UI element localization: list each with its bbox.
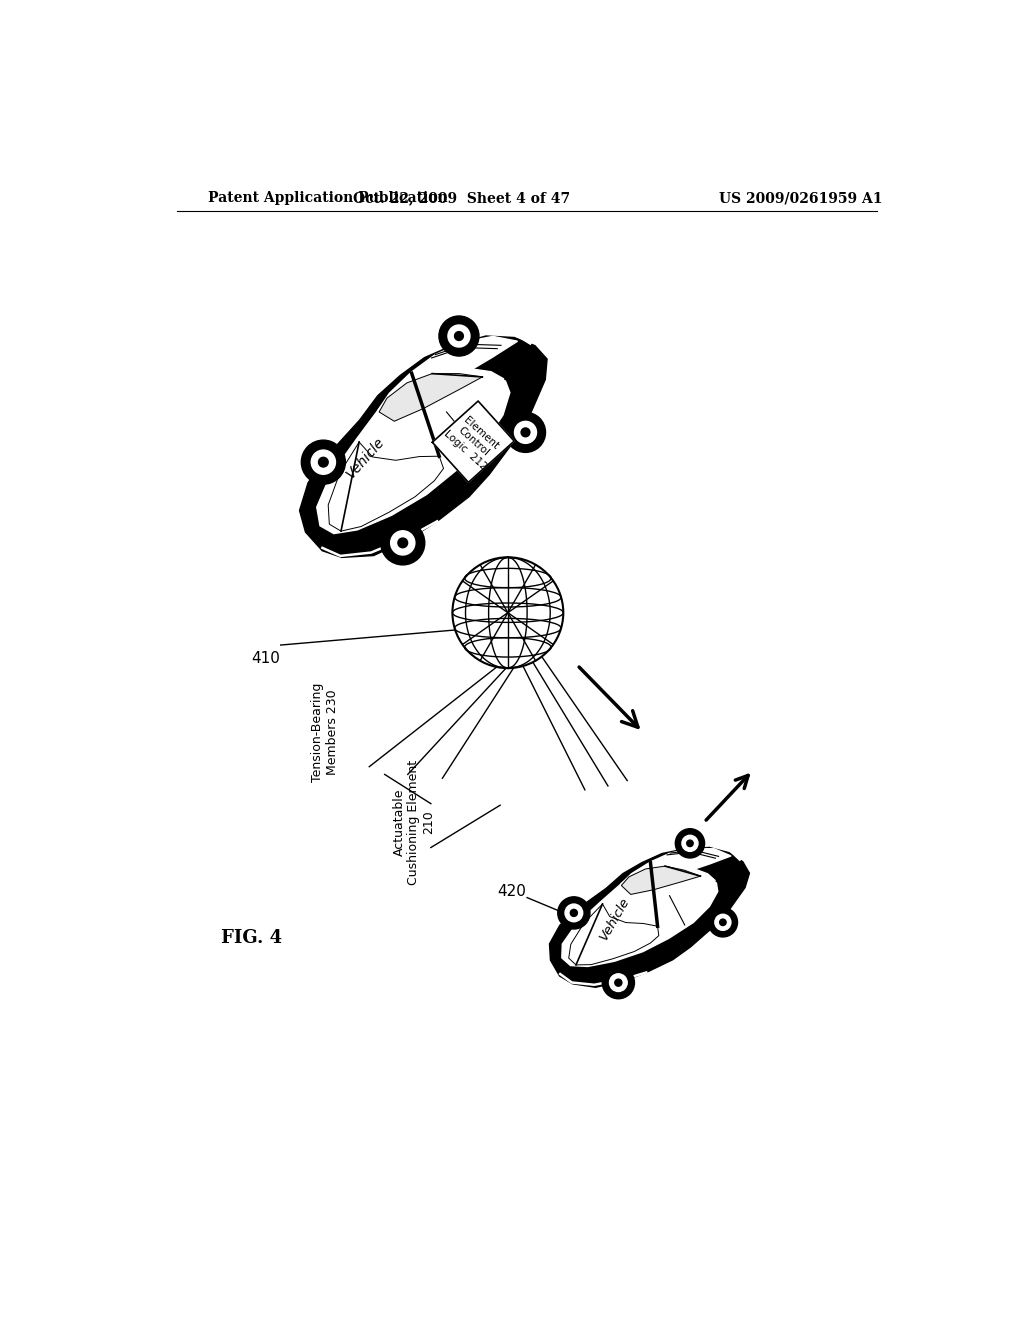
Text: Vehicle: Vehicle (344, 434, 388, 480)
Circle shape (609, 974, 628, 991)
Circle shape (676, 829, 705, 858)
Circle shape (614, 979, 622, 986)
Circle shape (570, 909, 578, 916)
Circle shape (398, 539, 408, 548)
Text: 410: 410 (251, 651, 280, 667)
Circle shape (682, 836, 698, 851)
Polygon shape (378, 337, 517, 416)
Polygon shape (568, 904, 658, 965)
Circle shape (455, 331, 464, 341)
Circle shape (715, 915, 731, 931)
Polygon shape (432, 401, 514, 482)
Text: Patent Application Publication: Patent Application Publication (208, 191, 447, 206)
Text: US 2009/0261959 A1: US 2009/0261959 A1 (719, 191, 883, 206)
Circle shape (381, 521, 425, 565)
Text: 420: 420 (498, 884, 526, 899)
Polygon shape (622, 866, 700, 895)
Polygon shape (562, 863, 718, 966)
Text: Tension-Bearing
Members 230: Tension-Bearing Members 230 (310, 682, 339, 781)
Circle shape (720, 919, 726, 925)
Text: Vehicle: Vehicle (598, 895, 633, 942)
Polygon shape (621, 849, 731, 891)
Text: Oct. 22, 2009  Sheet 4 of 47: Oct. 22, 2009 Sheet 4 of 47 (353, 191, 570, 206)
Polygon shape (300, 337, 547, 557)
Circle shape (390, 531, 415, 554)
Circle shape (687, 840, 693, 846)
Circle shape (558, 896, 590, 929)
Circle shape (439, 315, 479, 356)
Circle shape (318, 457, 329, 467)
Circle shape (447, 325, 470, 347)
Text: FIG. 4: FIG. 4 (221, 929, 283, 946)
Circle shape (301, 440, 345, 484)
Circle shape (521, 428, 529, 437)
Polygon shape (716, 876, 723, 883)
Circle shape (514, 421, 537, 444)
Polygon shape (379, 374, 482, 421)
Text: Actuatable
Cushioning Element
210: Actuatable Cushioning Element 210 (392, 759, 435, 884)
Polygon shape (316, 368, 510, 533)
Polygon shape (550, 847, 750, 987)
Circle shape (506, 412, 546, 453)
Polygon shape (505, 372, 512, 380)
Circle shape (565, 904, 583, 921)
Circle shape (453, 557, 563, 668)
Circle shape (709, 908, 737, 937)
Circle shape (602, 966, 635, 999)
Circle shape (311, 450, 336, 474)
Text: Element
Control
Logic  212: Element Control Logic 212 (442, 412, 505, 473)
Polygon shape (329, 442, 443, 531)
